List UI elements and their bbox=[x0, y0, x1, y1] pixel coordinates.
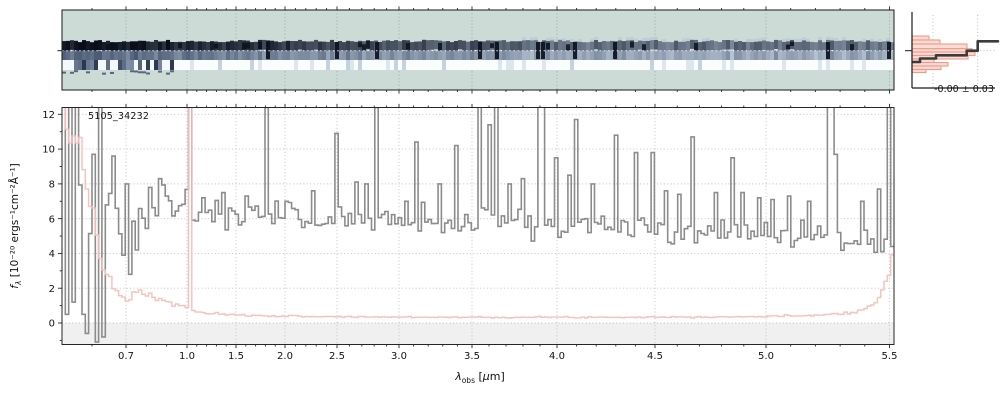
grid-main bbox=[62, 107, 894, 345]
cumulative-step-line bbox=[911, 40, 1000, 64]
lambda-subscript: obs bbox=[461, 375, 475, 385]
flux-units: [10⁻²⁰ ergs⁻¹cm⁻²Å⁻¹] bbox=[9, 163, 21, 281]
y-tick-label: 6 bbox=[49, 214, 55, 225]
x-tick-label: 1.5 bbox=[228, 351, 244, 362]
y-tick-labels: 0 2 4 6 8 10 12 bbox=[42, 110, 55, 330]
histogram-bar bbox=[911, 35, 930, 41]
mu-symbol: μ bbox=[482, 370, 490, 383]
x-tick-label: 5.5 bbox=[882, 351, 898, 362]
x-tick-label: 4.5 bbox=[647, 351, 663, 362]
y-tick-label: 8 bbox=[49, 179, 55, 190]
flux-curve bbox=[64, 107, 894, 343]
x-unit-open: [ bbox=[474, 370, 483, 383]
residual-histogram-bars bbox=[911, 35, 976, 74]
x-tick-label: 0.7 bbox=[118, 351, 134, 362]
x-tick-label: 5.0 bbox=[758, 351, 774, 362]
axes-frame-2d bbox=[61, 9, 895, 91]
histogram-bar bbox=[911, 43, 968, 50]
spectrum-1d-panel: 0.7 1.0 1.5 2.0 2.5 3.0 3.5 4.0 4.5 5.0 5.5 0 2 4 6 8 10… bbox=[42, 103, 897, 362]
x-tick-label: 2.5 bbox=[329, 351, 345, 362]
error-curve bbox=[64, 107, 894, 319]
below-zero-shade bbox=[62, 323, 894, 345]
residual-histogram-panel bbox=[905, 12, 1000, 89]
y-tick-label: 10 bbox=[42, 145, 55, 156]
ticks-main bbox=[58, 103, 890, 349]
y-tick-label: 0 bbox=[49, 319, 55, 330]
flux-subscript: λ bbox=[13, 280, 23, 286]
x-tick-label: 1.0 bbox=[179, 351, 195, 362]
y-tick-label: 12 bbox=[42, 110, 55, 121]
x-tick-labels: 0.7 1.0 1.5 2.0 2.5 3.0 3.5 4.0 4.5 5.0 5.5 bbox=[118, 351, 897, 362]
spec2d-trace-columns bbox=[62, 36, 894, 75]
flux-symbol: f bbox=[9, 285, 21, 289]
lambda-symbol: λ bbox=[455, 370, 462, 383]
y-tick-label: 4 bbox=[49, 249, 55, 260]
y-axis-label: fλ [10⁻²⁰ ergs⁻¹cm⁻²Å⁻¹] bbox=[9, 163, 23, 289]
x-unit-close: m] bbox=[489, 370, 505, 383]
x-tick-label: 3.5 bbox=[464, 351, 480, 362]
residual-stats-label: -0.00 ± 0.03 bbox=[934, 84, 994, 95]
histogram-bar bbox=[911, 39, 941, 45]
x-tick-label: 2.0 bbox=[277, 351, 293, 362]
y-tick-label: 2 bbox=[49, 284, 55, 295]
x-tick-label: 3.0 bbox=[391, 351, 407, 362]
spectrum-2d-panel bbox=[57, 6, 895, 94]
ticks-2d bbox=[57, 6, 890, 94]
x-axis-label: λobs [μm] bbox=[429, 370, 531, 385]
source-id-label: 5105_34232 bbox=[88, 111, 150, 122]
histogram-bar bbox=[911, 68, 927, 74]
axes-frame-main bbox=[61, 107, 895, 345]
x-tick-label: 4.0 bbox=[549, 351, 565, 362]
